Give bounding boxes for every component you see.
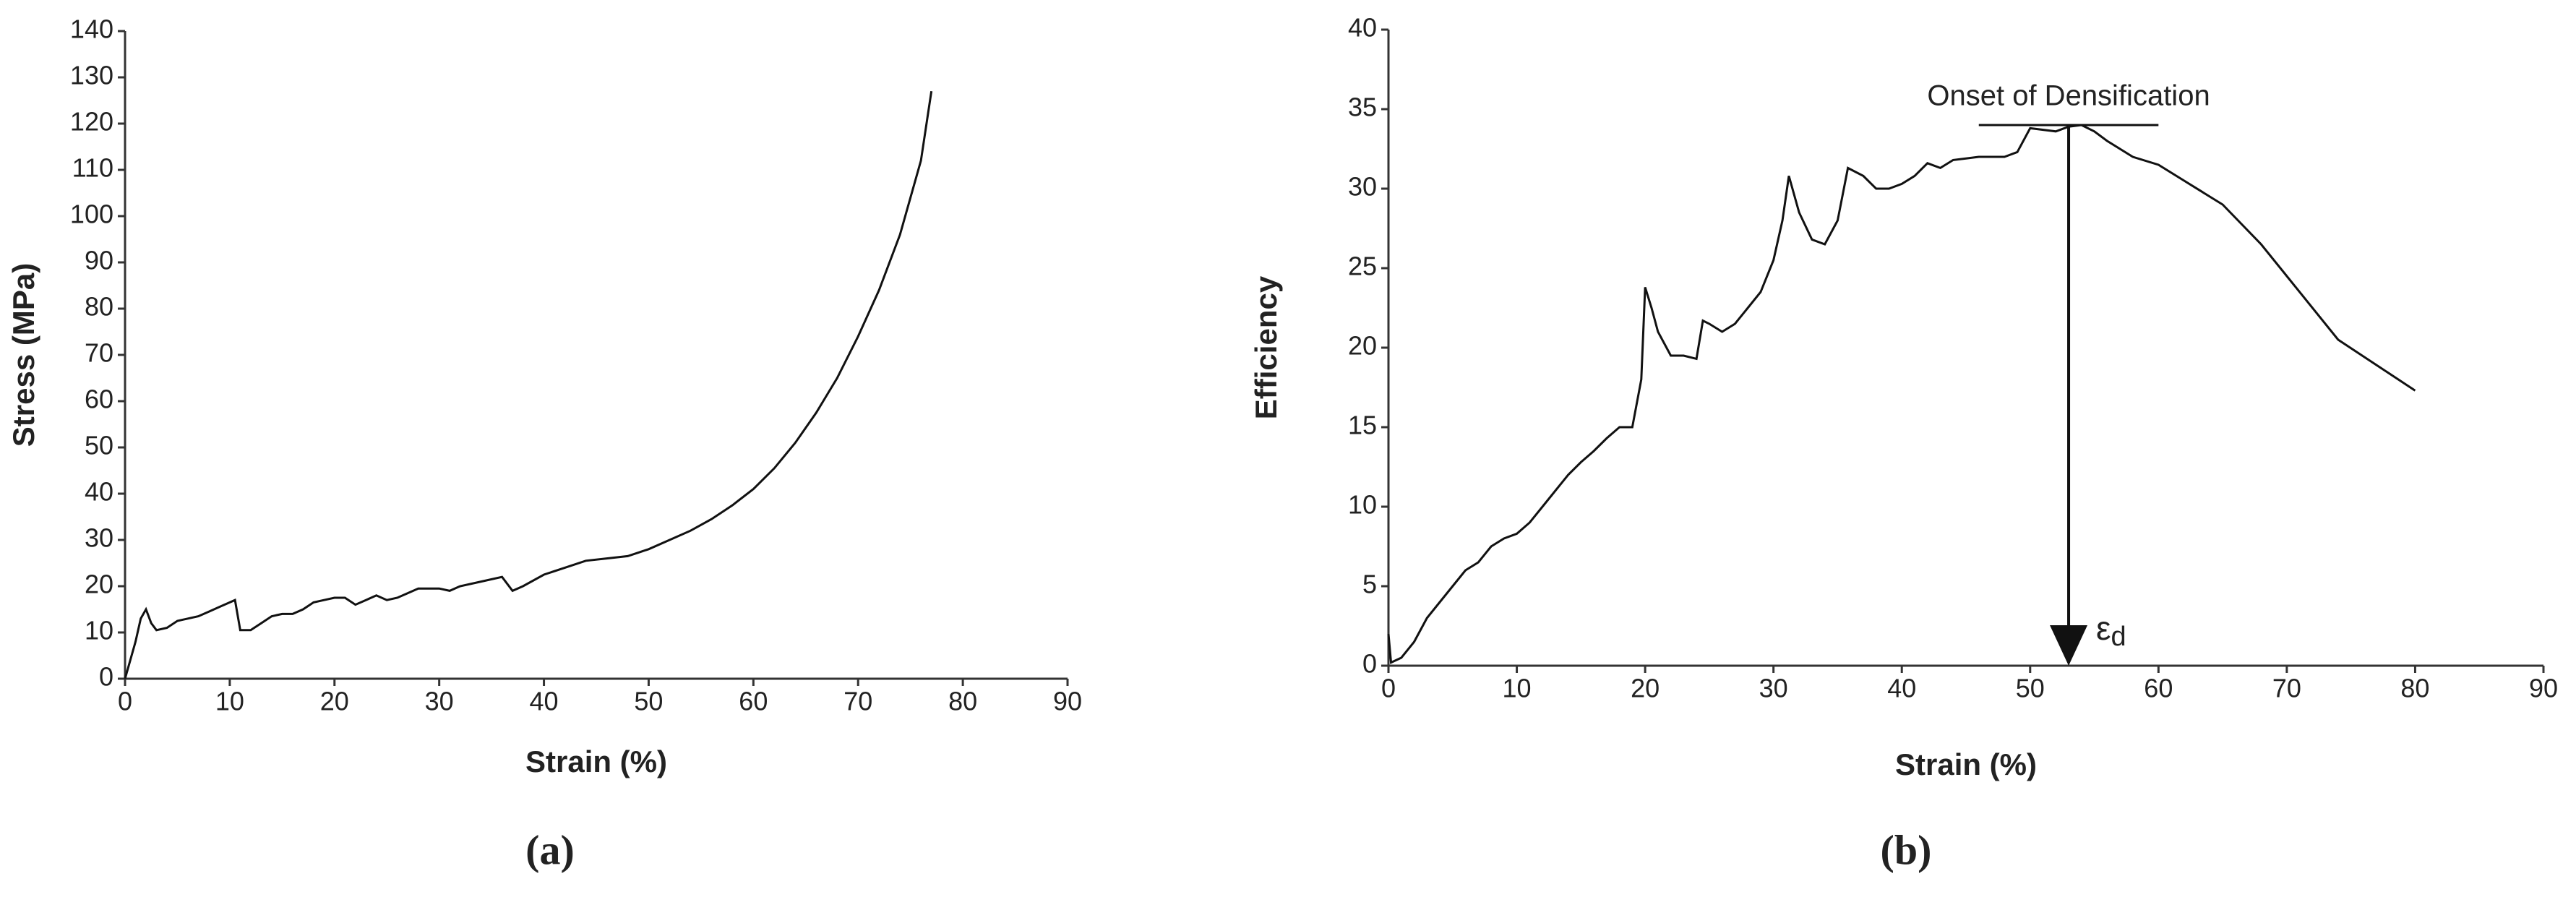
y-axis-label: Stress (MPa) [7,263,40,447]
y-tick-label: 110 [72,153,113,183]
x-tick-label: 70 [2272,674,2301,703]
x-tick-label: 20 [1631,674,1660,703]
y-tick-label: 90 [85,246,113,275]
x-tick-label: 80 [948,687,977,716]
y-tick-label: 30 [85,523,113,553]
y-tick-label: 120 [70,107,113,137]
y-tick-label: 130 [70,61,113,90]
y-tick-label: 40 [1348,13,1377,43]
y-tick-label: 20 [1348,331,1377,361]
y-axis-label: Efficiency [1249,275,1283,419]
y-tick-label: 15 [1348,411,1377,440]
x-tick-label: 30 [1759,674,1788,703]
x-axis-label: Strain (%) [525,744,667,778]
y-tick-label: 140 [70,14,113,44]
x-tick-label: 10 [215,687,244,716]
y-tick-label: 60 [85,385,113,414]
x-tick-label: 80 [2400,674,2429,703]
y-tick-label: 10 [85,616,113,645]
x-tick-label: 40 [530,687,559,716]
y-tick-label: 35 [1348,93,1377,122]
marker-arrowhead [2050,625,2088,666]
y-tick-label: 0 [99,662,113,692]
y-tick-label: 5 [1362,570,1377,599]
x-tick-label: 60 [739,687,768,716]
x-tick-label: 30 [425,687,454,716]
y-tick-label: 70 [85,338,113,368]
y-tick-label: 40 [85,477,113,507]
x-tick-label: 70 [843,687,872,716]
y-tick-label: 100 [70,199,113,229]
caption: (b) [1881,826,1932,873]
y-tick-label: 10 [1348,490,1377,520]
x-axis-label: Strain (%) [1895,747,2037,781]
x-tick-label: 0 [118,687,132,716]
y-tick-label: 50 [85,431,113,460]
x-tick-label: 40 [1887,674,1916,703]
marker-subscript: d [2111,622,2126,652]
x-tick-label: 0 [1381,674,1396,703]
x-tick-label: 60 [2144,674,2173,703]
marker-label: εd [2096,609,2126,652]
y-tick-label: 80 [85,292,113,322]
x-tick-label: 50 [2016,674,2045,703]
x-tick-label: 10 [1503,674,1532,703]
annotation-text: Onset of Densification [1927,80,2210,112]
marker-symbol: ε [2096,609,2111,647]
caption: (a) [525,826,575,873]
x-tick-label: 50 [634,687,663,716]
y-tick-label: 0 [1362,649,1377,679]
x-tick-label: 20 [320,687,349,716]
line [124,90,933,679]
line [1387,124,2416,664]
y-tick-label: 20 [85,570,113,599]
x-tick-label: 90 [2529,674,2558,703]
y-tick-label: 25 [1348,252,1377,281]
y-tick-label: 30 [1348,172,1377,202]
x-tick-label: 90 [1053,687,1082,716]
